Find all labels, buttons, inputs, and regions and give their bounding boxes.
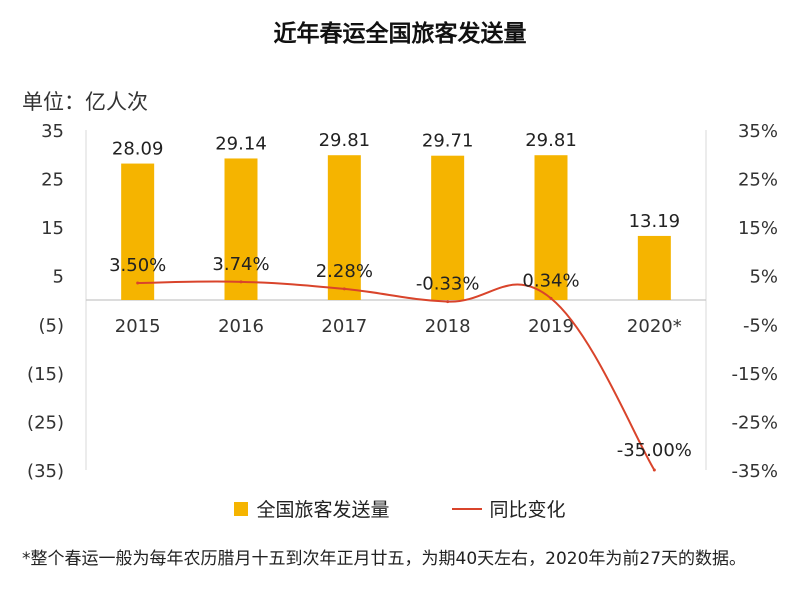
x-tick-label: 2017 bbox=[321, 316, 367, 337]
bars-layer bbox=[121, 155, 671, 300]
line-point bbox=[342, 287, 346, 291]
chart-title: 近年春运全国旅客发送量 bbox=[273, 21, 527, 47]
y-right-tick-label: 5% bbox=[749, 267, 778, 288]
legend-item-bars: 全国旅客发送量 bbox=[234, 495, 390, 522]
legend-label-line: 同比变化 bbox=[489, 499, 566, 521]
bar bbox=[534, 155, 568, 300]
legend-item-line: 同比变化 bbox=[451, 495, 566, 522]
x-tick-label: 2018 bbox=[425, 316, 471, 337]
line-point bbox=[136, 281, 140, 285]
footnote: *整个春运一般为每年农历腊月十五到次年正月廿五，为期40天左右，2020年为前2… bbox=[22, 549, 747, 569]
y-left-tick-label: (5) bbox=[39, 315, 65, 336]
y-right-tick-label: -25% bbox=[731, 412, 778, 433]
bar bbox=[224, 158, 258, 300]
y-left-tick-label: 15 bbox=[41, 218, 64, 239]
y-right-tick-label: 15% bbox=[738, 218, 778, 239]
y-right-tick-label: -5% bbox=[743, 315, 778, 336]
line-point bbox=[549, 296, 553, 300]
chart-area: 35 25 15 5 (5) (15) (25) (35) 35% 25% 15% 5% -5% -15%… bbox=[27, 121, 778, 482]
unit-label: 单位：亿人次 bbox=[22, 90, 148, 114]
y-left-tick-label: (25) bbox=[27, 412, 64, 433]
y-left-tick-label: (35) bbox=[27, 461, 64, 482]
bar-value-label: 13.19 bbox=[629, 211, 681, 232]
line-point bbox=[446, 300, 450, 304]
y-right-tick-label: 35% bbox=[738, 121, 778, 142]
bar-value-label: 29.81 bbox=[525, 130, 577, 151]
line-point bbox=[239, 280, 243, 284]
x-tick-label: 2015 bbox=[115, 316, 161, 337]
legend-swatch-line bbox=[451, 507, 482, 510]
legend: 全国旅客发送量 同比变化 bbox=[0, 495, 800, 522]
bar-value-label: 28.09 bbox=[112, 139, 164, 160]
legend-label-bars: 全国旅客发送量 bbox=[256, 499, 390, 521]
x-tick-label: 2019 bbox=[528, 316, 574, 337]
line-value-label: 3.50% bbox=[109, 255, 166, 276]
y-left-tick-label: 5 bbox=[53, 267, 64, 288]
bar bbox=[431, 155, 465, 300]
line-value-label: -35.00% bbox=[617, 440, 692, 461]
line-value-label: 3.74% bbox=[212, 254, 269, 275]
bar-value-label: 29.81 bbox=[319, 130, 371, 151]
line-value-label: 2.28% bbox=[316, 261, 373, 282]
y-right-tick-label: -15% bbox=[731, 364, 778, 385]
bar bbox=[327, 155, 361, 300]
y-left-tick-label: 35 bbox=[41, 121, 64, 142]
y-left-tick-label: 25 bbox=[41, 170, 64, 191]
x-tick-label: 2020* bbox=[627, 316, 682, 337]
y-right-tick-label: 25% bbox=[738, 170, 778, 191]
labels-layer: 28.09 29.14 29.81 29.71 29.81 13.19 3.50% 3.74%… bbox=[109, 130, 692, 461]
axes-layer: 35 25 15 5 (5) (15) (25) (35) 35% 25% 15% 5% -5% -15%… bbox=[27, 121, 778, 482]
legend-swatch-bar bbox=[234, 501, 249, 516]
line-point bbox=[652, 468, 656, 472]
bar-value-label: 29.71 bbox=[422, 131, 474, 152]
line-value-label: -0.33% bbox=[416, 274, 480, 295]
y-left-tick-label: (15) bbox=[27, 364, 64, 385]
line-value-label: 0.34% bbox=[522, 270, 579, 291]
bar bbox=[121, 163, 155, 300]
bar-value-label: 29.14 bbox=[215, 133, 267, 154]
yoy-change-line bbox=[137, 280, 656, 471]
x-tick-label: 2016 bbox=[218, 316, 264, 337]
line-layer bbox=[136, 280, 656, 472]
y-right-tick-label: -35% bbox=[731, 461, 778, 482]
bar bbox=[637, 235, 671, 300]
